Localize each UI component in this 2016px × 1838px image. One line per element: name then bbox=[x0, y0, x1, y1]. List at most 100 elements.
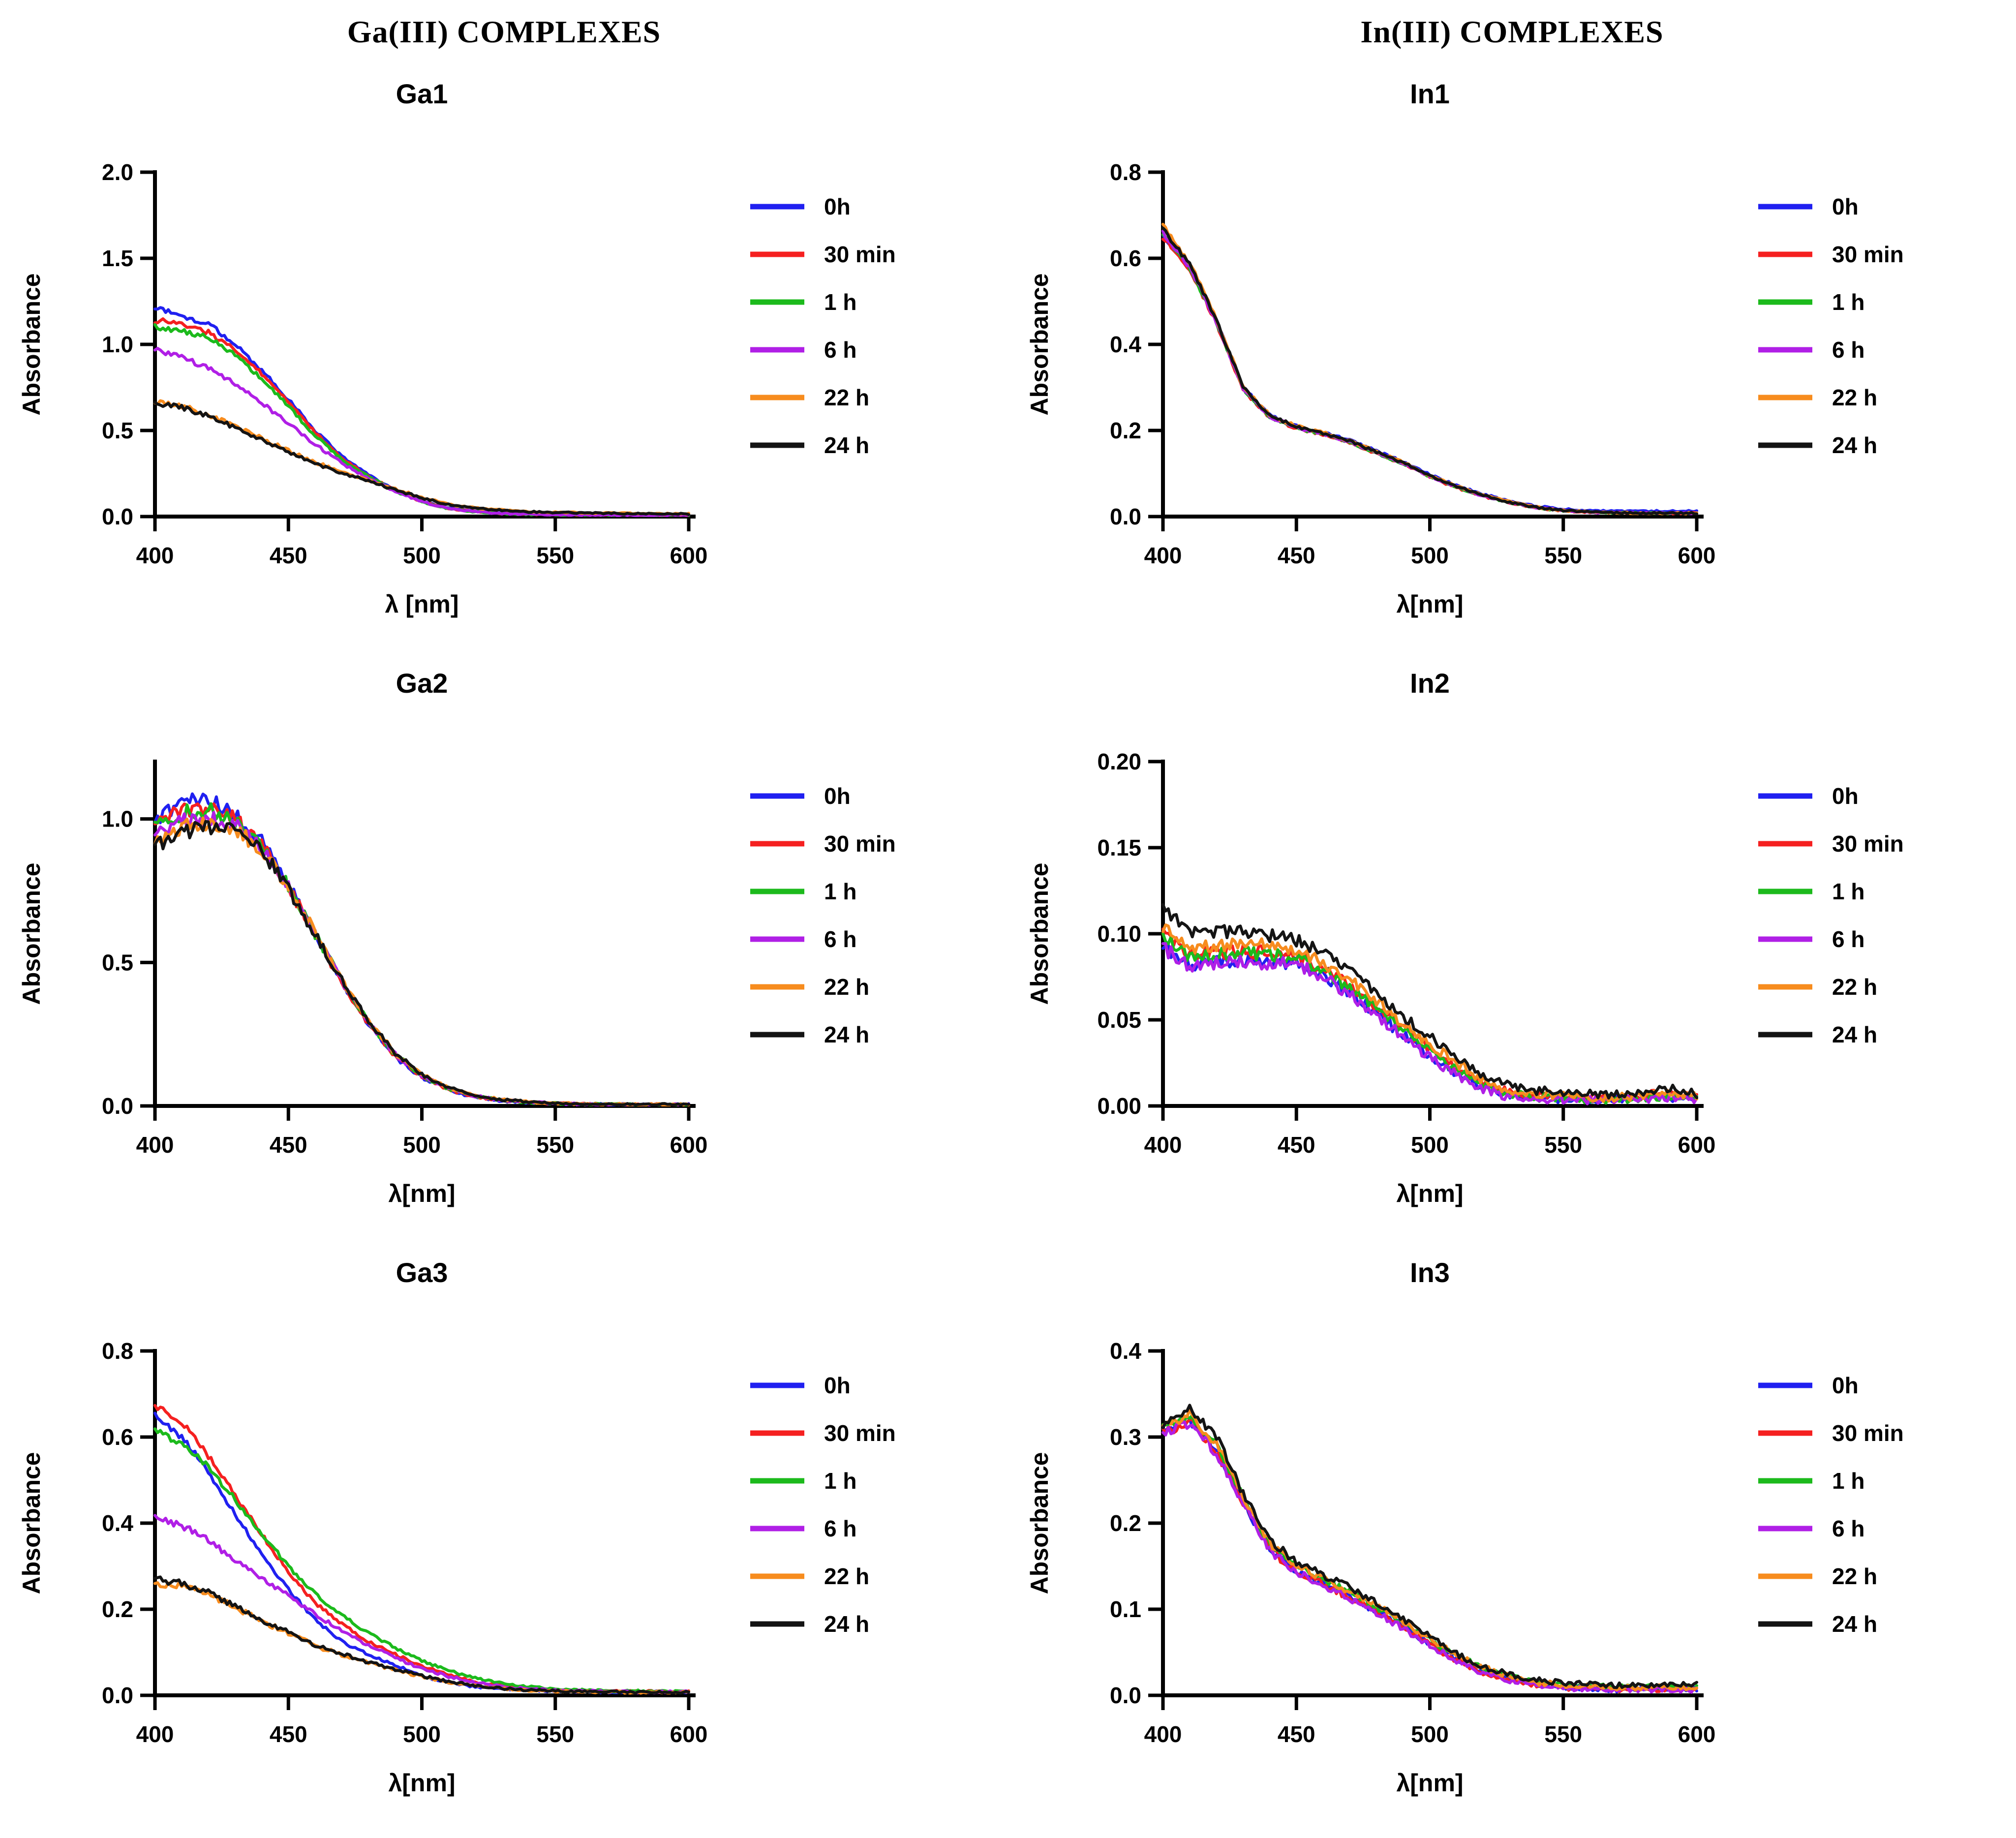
in3-x-tick-label: 500 bbox=[1411, 1721, 1449, 1747]
in1-legend-label-1-h: 1 h bbox=[1832, 289, 1864, 315]
ga3-legend-label-30-min: 30 min bbox=[824, 1420, 896, 1446]
in2-y-tick-label: 0.05 bbox=[1097, 1007, 1141, 1033]
ga3-legend-label-1-h: 1 h bbox=[824, 1468, 856, 1494]
in2-series-1-h bbox=[1161, 932, 1698, 1105]
in1-y-tick-label: 0.8 bbox=[1110, 159, 1141, 185]
ga2-x-tick-label: 550 bbox=[536, 1132, 574, 1158]
in1-x-tick-label: 550 bbox=[1544, 543, 1582, 568]
ga2-title: Ga2 bbox=[396, 668, 448, 699]
in1-legend-label-22-h: 22 h bbox=[1832, 385, 1877, 410]
in3-x-axis-label: λ[nm] bbox=[1396, 1769, 1463, 1797]
right-column-header: In(III) COMPLEXES bbox=[1360, 14, 1664, 49]
in1-legend-label-6-h: 6 h bbox=[1832, 337, 1864, 363]
in3-legend-label-6-h: 6 h bbox=[1832, 1516, 1864, 1541]
ga3-series-24-h bbox=[153, 1575, 690, 1695]
ga1-x-axis-label: λ [nm] bbox=[385, 590, 458, 618]
in2-legend-label-22-h: 22 h bbox=[1832, 974, 1877, 1000]
ga2-y-tick-label: 0.5 bbox=[102, 950, 133, 975]
ga3-x-tick-label: 550 bbox=[536, 1721, 574, 1747]
chart-in1: In1 0.0 0.2 0.4 0.6 0.8 400 450 500 550 600 λ[nm] Ab… bbox=[1026, 78, 1904, 618]
ga2-series-0h bbox=[153, 792, 690, 1106]
in2-title: In2 bbox=[1410, 668, 1450, 699]
in2-y-tick-label: 0.00 bbox=[1097, 1093, 1141, 1119]
in3-x-tick-label: 550 bbox=[1544, 1721, 1582, 1747]
ga1-y-tick-label: 0.5 bbox=[102, 418, 133, 443]
in1-y-tick-label: 0.6 bbox=[1110, 245, 1141, 271]
ga1-y-tick-label: 0.0 bbox=[102, 504, 133, 529]
in1-legend-label-24-h: 24 h bbox=[1832, 432, 1877, 458]
chart-ga3: Ga3 0.0 0.2 0.4 0.6 0.8 400 450 500 550 600 λ[nm] Ab… bbox=[18, 1257, 896, 1797]
in1-x-tick-label: 600 bbox=[1678, 543, 1715, 568]
cell-ga3: Ga3 0.0 0.2 0.4 0.6 0.8 400 450 500 550 600 λ[nm] Ab… bbox=[0, 1248, 1008, 1837]
ga3-x-axis-label: λ[nm] bbox=[388, 1769, 455, 1797]
ga2-series-1-h bbox=[153, 802, 690, 1106]
in3-legend-label-0h: 0h bbox=[1832, 1373, 1859, 1398]
in3-x-tick-label: 400 bbox=[1144, 1721, 1182, 1747]
ga3-legend-label-24-h: 24 h bbox=[824, 1611, 869, 1637]
in2-y-tick-label: 0.20 bbox=[1097, 749, 1141, 774]
ga3-x-tick-label: 600 bbox=[670, 1721, 707, 1747]
ga3-y-axis-label: Absorbance bbox=[18, 1452, 45, 1594]
ga3-y-tick-label: 0.4 bbox=[102, 1510, 133, 1536]
column-headers: Ga(III) COMPLEXES In(III) COMPLEXES bbox=[0, 0, 2016, 69]
ga1-y-tick-label: 1.5 bbox=[102, 245, 133, 271]
in1-series-6-h bbox=[1161, 229, 1698, 516]
in2-x-tick-label: 600 bbox=[1678, 1132, 1715, 1158]
ga3-y-tick-label: 0.0 bbox=[102, 1683, 133, 1708]
in1-x-axis-label: λ[nm] bbox=[1396, 590, 1463, 618]
in2-legend-label-24-h: 24 h bbox=[1832, 1022, 1877, 1047]
in1-x-tick-label: 400 bbox=[1144, 543, 1182, 568]
ga1-series-1-h bbox=[153, 323, 690, 517]
in2-y-tick-label: 0.15 bbox=[1097, 835, 1141, 860]
ga3-x-tick-label: 400 bbox=[136, 1721, 174, 1747]
in2-series-0h bbox=[1161, 943, 1698, 1105]
ga1-legend-label-6-h: 6 h bbox=[824, 337, 856, 363]
ga1-series-0h bbox=[153, 306, 690, 517]
ga1-y-axis-label: Absorbance bbox=[18, 274, 45, 416]
in3-y-tick-label: 0.2 bbox=[1110, 1510, 1141, 1536]
ga1-series-6-h bbox=[153, 347, 690, 517]
in1-y-tick-label: 0.2 bbox=[1110, 418, 1141, 443]
in1-series-24-h bbox=[1161, 226, 1698, 516]
ga2-x-tick-label: 400 bbox=[136, 1132, 174, 1158]
ga2-series-24-h bbox=[153, 820, 690, 1106]
in2-x-tick-label: 550 bbox=[1544, 1132, 1582, 1158]
ga1-x-tick-label: 450 bbox=[269, 543, 307, 568]
in1-y-tick-label: 0.0 bbox=[1110, 504, 1141, 529]
in3-legend-label-24-h: 24 h bbox=[1832, 1611, 1877, 1637]
ga3-legend-label-0h: 0h bbox=[824, 1373, 851, 1398]
ga1-legend-label-24-h: 24 h bbox=[824, 432, 869, 458]
cell-ga2: Ga2 0.0 0.5 1.0 400 450 500 550 600 λ[nm] Absorban… bbox=[0, 658, 1008, 1248]
ga2-y-tick-label: 1.0 bbox=[102, 806, 133, 832]
in2-series-6-h bbox=[1161, 942, 1698, 1105]
ga3-series-0h bbox=[153, 1411, 690, 1694]
in1-title: In1 bbox=[1410, 78, 1450, 109]
ga1-legend-label-22-h: 22 h bbox=[824, 385, 869, 410]
chart-in3: In3 0.0 0.1 0.2 0.3 0.4 400 450 500 550 600 λ[nm] Ab… bbox=[1026, 1257, 1904, 1797]
in2-legend-label-30-min: 30 min bbox=[1832, 831, 1904, 857]
in3-x-tick-label: 450 bbox=[1277, 1721, 1315, 1747]
ga1-y-tick-label: 1.0 bbox=[102, 332, 133, 357]
in3-legend-label-22-h: 22 h bbox=[1832, 1563, 1877, 1589]
in2-x-axis-label: λ[nm] bbox=[1396, 1180, 1463, 1207]
in2-x-tick-label: 400 bbox=[1144, 1132, 1182, 1158]
in1-legend-label-30-min: 30 min bbox=[1832, 242, 1904, 267]
ga3-x-tick-label: 450 bbox=[269, 1721, 307, 1747]
in3-x-tick-label: 600 bbox=[1678, 1721, 1715, 1747]
ga3-title: Ga3 bbox=[396, 1257, 448, 1288]
chart-ga1: Ga1 0.0 0.5 1.0 1.5 2.0 400 450 500 550 600 λ [nm] A… bbox=[18, 78, 896, 618]
ga1-x-tick-label: 500 bbox=[403, 543, 441, 568]
in1-legend-label-0h: 0h bbox=[1832, 194, 1859, 219]
ga1-legend-label-0h: 0h bbox=[824, 194, 851, 219]
in2-y-axis-label: Absorbance bbox=[1026, 863, 1053, 1005]
in1-x-tick-label: 500 bbox=[1411, 543, 1449, 568]
in1-y-axis-label: Absorbance bbox=[1026, 274, 1053, 416]
ga1-x-tick-label: 400 bbox=[136, 543, 174, 568]
in3-y-tick-label: 0.0 bbox=[1110, 1683, 1141, 1708]
ga2-x-tick-label: 450 bbox=[269, 1132, 307, 1158]
ga3-legend-label-6-h: 6 h bbox=[824, 1516, 856, 1541]
in3-y-tick-label: 0.1 bbox=[1110, 1596, 1141, 1622]
in2-legend-label-1-h: 1 h bbox=[1832, 879, 1864, 904]
cell-in3: In3 0.0 0.1 0.2 0.3 0.4 400 450 500 550 600 λ[nm] Ab… bbox=[1008, 1248, 2016, 1837]
